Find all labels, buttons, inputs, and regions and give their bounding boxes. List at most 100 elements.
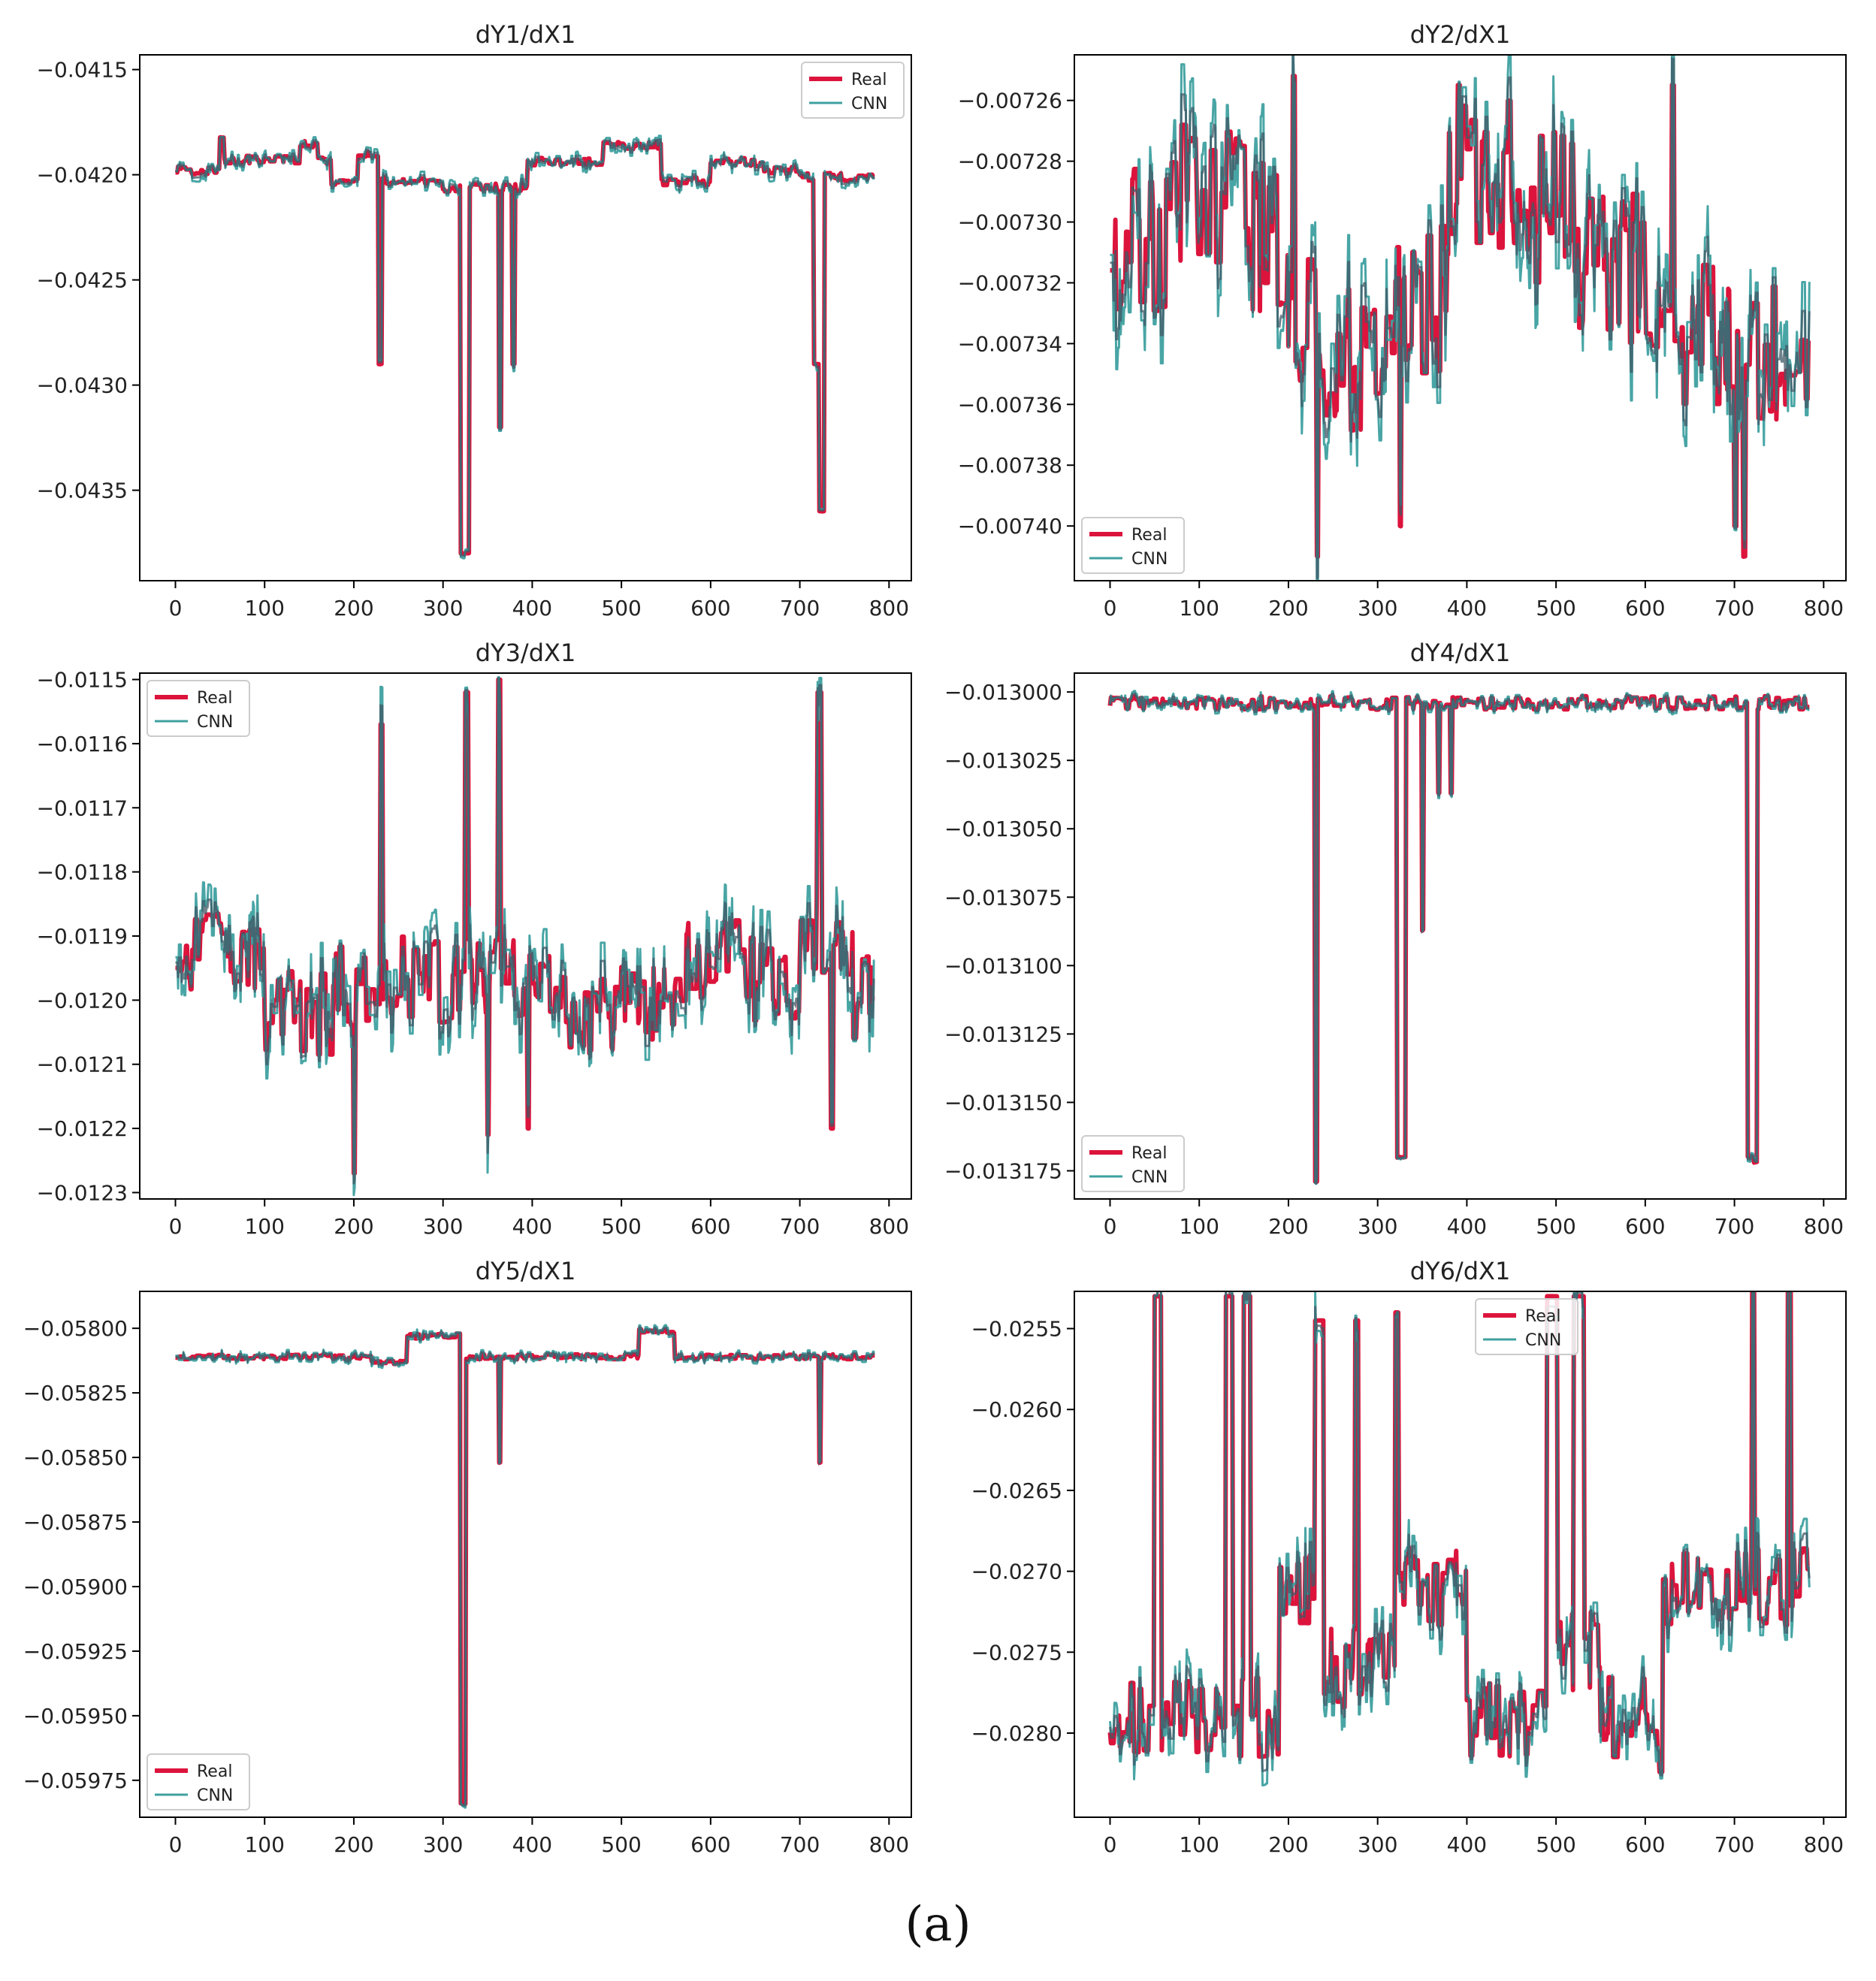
- chart-title: dY4/dX1: [1410, 639, 1511, 667]
- chart-panel-3: dY3/dX1 0 100 200 300 400 500 600 700 800 −0.0123 −…: [37, 639, 912, 1239]
- x-tick-label: 700: [1714, 596, 1754, 621]
- y-tick-label: −0.0420: [37, 163, 128, 188]
- y-tick-label: −0.00736: [958, 392, 1062, 417]
- x-tick-label: 800: [869, 1214, 909, 1239]
- plot-area: [1108, 55, 1811, 581]
- chart-title: dY1/dX1: [476, 20, 576, 49]
- series-real-line: [174, 134, 877, 556]
- y-tick-label: −0.0120: [37, 988, 128, 1013]
- chart-panel-4: dY4/dX1 0 100 200 300 400 500 600 700 800 −0.01317…: [944, 639, 1847, 1239]
- x-tick-label: 400: [512, 1214, 552, 1239]
- x-tick-label: 100: [244, 596, 284, 621]
- legend: Real CNN: [1081, 517, 1185, 574]
- legend: Real CNN: [801, 62, 905, 119]
- x-tick-label: 0: [169, 1832, 183, 1857]
- chart-panel-6: dY6/dX1 0 100 200 300 400 500 600 700 800 −0.0280 −…: [971, 1257, 1847, 1857]
- x-tick-label: 300: [423, 1214, 463, 1239]
- x-tick-label: 0: [1104, 1832, 1117, 1857]
- legend-cnn-label: CNN: [851, 95, 887, 113]
- x-tick-label: 800: [1804, 1832, 1844, 1857]
- y-tick-label: −0.0270: [971, 1560, 1062, 1584]
- y-tick-label: −0.05975: [23, 1768, 128, 1793]
- x-tick-label: 500: [1536, 596, 1575, 621]
- x-tick-label: 0: [1104, 1214, 1117, 1239]
- x-tick-label: 0: [1104, 596, 1117, 621]
- y-tick-label: −0.0119: [37, 924, 128, 949]
- y-tick-label: −0.0117: [37, 796, 128, 820]
- legend-real-label: Real: [197, 689, 232, 708]
- series-cnn-line: [175, 134, 875, 560]
- y-tick-label: −0.013150: [944, 1090, 1062, 1115]
- x-tick-label: 200: [1268, 1832, 1308, 1857]
- x-tick-label: 800: [869, 596, 909, 621]
- y-tick-label: −0.0280: [971, 1721, 1062, 1746]
- y-tick-label: −0.05850: [23, 1445, 128, 1470]
- chart-panel-1: dY1/dX1 0 100 200 300 400 500 600 700 800 −0.0435 −…: [37, 20, 912, 621]
- series-overlap-line: [175, 677, 875, 1185]
- plot-area: [174, 675, 877, 1197]
- series-overlap-line: [175, 1326, 875, 1807]
- chart-title: dY6/dX1: [1410, 1257, 1511, 1285]
- y-tick-label: −0.013100: [944, 953, 1062, 978]
- x-tick-label: 200: [1268, 1214, 1308, 1239]
- x-tick-label: 600: [690, 596, 730, 621]
- x-tick-label: 100: [1179, 1214, 1219, 1239]
- axes-frame: [139, 1291, 912, 1818]
- x-tick-label: 100: [1179, 596, 1219, 621]
- axes-frame: [1074, 672, 1847, 1200]
- y-tick-label: −0.00740: [958, 514, 1062, 539]
- x-tick-label: 400: [512, 596, 552, 621]
- x-tick-label: 700: [780, 1832, 820, 1857]
- y-tick-label: −0.0260: [971, 1397, 1062, 1422]
- legend: Real CNN: [1475, 1298, 1579, 1355]
- series-cnn-line: [175, 1324, 875, 1809]
- x-tick-label: 600: [690, 1832, 730, 1857]
- x-tick-label: 500: [601, 596, 641, 621]
- y-tick-label: −0.0121: [37, 1052, 128, 1077]
- x-tick-label: 500: [1536, 1832, 1575, 1857]
- chart-panel-5: dY5/dX1 0 100 200 300 400 500 600 700 800 −0.05975…: [23, 1257, 912, 1857]
- series-real-line: [1107, 693, 1811, 1185]
- x-tick-label: 500: [601, 1214, 641, 1239]
- y-tick-label: −0.0122: [37, 1116, 128, 1141]
- y-tick-label: −0.00732: [958, 270, 1062, 295]
- x-tick-label: 600: [1625, 596, 1665, 621]
- y-tick-label: −0.0435: [37, 479, 128, 503]
- x-tick-label: 300: [423, 1832, 463, 1857]
- x-tick-label: 500: [1536, 1214, 1575, 1239]
- y-tick-label: −0.0415: [37, 58, 128, 83]
- y-tick-label: −0.0425: [37, 268, 128, 293]
- axes-frame: [1074, 54, 1847, 581]
- series-overlap-line: [1109, 692, 1810, 1185]
- plot-area: [1107, 1291, 1811, 1786]
- y-tick-label: −0.05900: [23, 1575, 128, 1599]
- chart-title: dY2/dX1: [1410, 20, 1511, 49]
- x-tick-label: 200: [334, 1832, 373, 1857]
- x-tick-label: 100: [1179, 1832, 1219, 1857]
- x-tick-label: 200: [1268, 596, 1308, 621]
- x-tick-label: 700: [780, 596, 820, 621]
- plot-area: [1107, 690, 1811, 1185]
- figure-caption: (a): [905, 1897, 971, 1952]
- legend-cnn-label: CNN: [1131, 1168, 1168, 1187]
- axes-frame: [1074, 1291, 1847, 1818]
- y-tick-label: −0.0275: [971, 1640, 1062, 1665]
- x-tick-label: 100: [244, 1832, 284, 1857]
- y-tick-label: −0.0116: [37, 732, 128, 756]
- y-tick-label: −0.05825: [23, 1381, 128, 1406]
- legend: Real CNN: [1081, 1135, 1185, 1192]
- y-tick-label: −0.00734: [958, 331, 1062, 356]
- chart-title: dY3/dX1: [476, 639, 576, 667]
- x-tick-label: 800: [1804, 596, 1844, 621]
- y-tick-label: −0.0118: [37, 860, 128, 885]
- y-tick-label: −0.0430: [37, 373, 128, 398]
- y-tick-label: −0.05800: [23, 1316, 128, 1341]
- y-tick-label: −0.013175: [944, 1158, 1062, 1183]
- y-tick-label: −0.00726: [958, 89, 1062, 113]
- legend: Real CNN: [147, 680, 250, 737]
- y-tick-label: −0.00730: [958, 210, 1062, 235]
- legend-cnn-label: CNN: [197, 1786, 233, 1805]
- y-tick-label: −0.0123: [37, 1180, 128, 1205]
- y-tick-label: −0.013075: [944, 885, 1062, 910]
